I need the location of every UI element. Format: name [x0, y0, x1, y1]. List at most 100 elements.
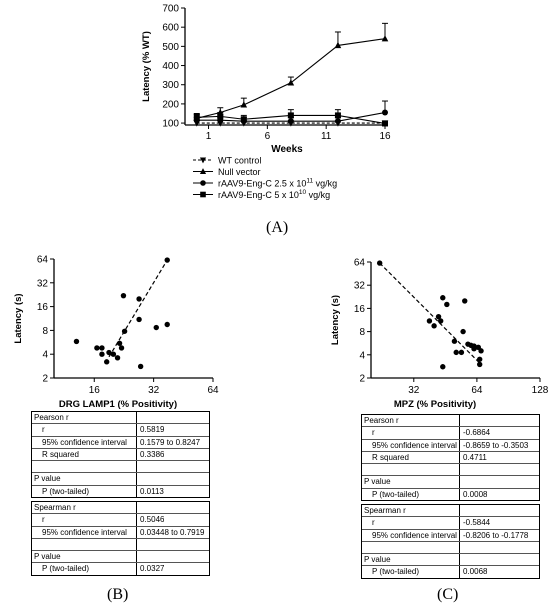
- r-label: r: [32, 514, 137, 526]
- data-point: [287, 112, 294, 119]
- scatter-point: [426, 318, 433, 324]
- scatter-point: [94, 345, 100, 351]
- series-line: [196, 38, 386, 119]
- scatter-point: [471, 345, 477, 352]
- scatter-point: [73, 338, 80, 345]
- p-title: P value: [32, 473, 137, 485]
- data-point: [334, 118, 341, 125]
- scatter-point: [476, 361, 483, 368]
- ci-label: 95% confidence interval: [32, 526, 137, 538]
- y-tick-label: 400: [162, 61, 179, 72]
- r-value: -0.5844: [463, 518, 491, 528]
- legend-label: WT control: [218, 156, 261, 166]
- data-point: [334, 41, 342, 49]
- series-line: [196, 114, 386, 125]
- scatter-point: [99, 345, 105, 351]
- r-value: 0.5819: [140, 425, 165, 435]
- p-title: P value: [362, 476, 460, 488]
- scatter-point: [476, 356, 483, 362]
- y-tick-label: 16: [37, 302, 49, 313]
- y-tick-label: 32: [354, 281, 366, 292]
- y-tick-label: 4: [359, 350, 365, 361]
- scatter-point: [458, 349, 465, 356]
- spearman-title: Spearman r: [362, 505, 460, 517]
- data-point: [217, 113, 224, 120]
- x-tick-label: 32: [408, 385, 420, 396]
- ci-value: -0.8659 to -0.3503: [463, 440, 529, 450]
- spearman-title: Spearman r: [32, 502, 137, 514]
- panel-label-a: (A): [266, 219, 289, 236]
- y-tick-label: 600: [162, 23, 179, 34]
- y-tick-label: 8: [359, 327, 365, 338]
- rsq-label: R squared: [362, 451, 460, 464]
- scatter-point: [437, 318, 444, 324]
- r-value: -0.6864: [463, 428, 491, 438]
- x-tick-label: 16: [89, 385, 101, 396]
- scatter-point: [440, 364, 446, 370]
- x-axis-title: DRG LAMP1 (% Positivity): [59, 399, 177, 410]
- scatter-point: [103, 359, 110, 365]
- series-line: [196, 111, 386, 122]
- y-axis-title: Latency (s): [330, 295, 341, 345]
- legend-label: Null vector: [218, 167, 261, 177]
- data-point: [334, 112, 341, 119]
- scatter-point: [137, 363, 144, 370]
- ci-label: 95% confidence interval: [362, 439, 460, 451]
- scatter-point: [164, 321, 170, 328]
- scatter-point: [376, 260, 383, 266]
- scatter-point: [164, 257, 170, 263]
- y-tick-label: 16: [354, 304, 366, 315]
- scatter-point: [453, 349, 459, 356]
- scatter-point: [136, 296, 142, 302]
- scatter-point: [110, 351, 117, 357]
- legend-label: rAAV9-Eng-C 5 x 1010 vg/kg: [218, 189, 330, 200]
- ci-value: 0.03448 to 0.7919: [140, 527, 205, 537]
- p-label: P (two-tailed): [362, 488, 460, 501]
- scatter-point: [153, 324, 159, 331]
- p-label: P (two-tailed): [32, 485, 137, 498]
- panel-label-c: (C): [437, 586, 459, 603]
- ci-value: -0.8206 to -0.1778: [463, 530, 529, 540]
- panel-label-b: (B): [107, 586, 129, 603]
- scatter-point: [440, 295, 446, 301]
- chart-c: 2 4 8 16 32 64 32 64 128 MPZ (% Positivity) Latenc…: [330, 258, 549, 411]
- p-value: 0.0327: [140, 564, 165, 574]
- x-tick-label: 128: [532, 385, 549, 396]
- rsq-value: 0.4711: [463, 452, 487, 462]
- y-tick-label: 4: [42, 350, 48, 361]
- r-value: 0.5046: [140, 515, 165, 525]
- y-tick-label: 32: [37, 278, 49, 289]
- spearman-table-c: Spearman r r -0.5844 95% confidence inter…: [361, 504, 540, 579]
- regression-line: [108, 259, 168, 358]
- r-label: r: [362, 517, 460, 529]
- y-tick-label: 700: [162, 4, 179, 15]
- r-label: r: [362, 427, 460, 439]
- legend-label: rAAV9-Eng-C 2.5 x 1011 vg/kg: [218, 178, 337, 189]
- y-tick-label: 2: [42, 374, 48, 385]
- p-label: P (two-tailed): [362, 566, 460, 578]
- pearson-title: Pearson r: [362, 415, 460, 427]
- scatter-point: [118, 345, 125, 351]
- p-value: 0.0113: [140, 486, 164, 496]
- y-tick-label: 300: [162, 80, 179, 91]
- legend-marker: [199, 168, 207, 175]
- legend-marker: [199, 157, 207, 164]
- pearson-title: Pearson r: [32, 412, 137, 424]
- pearson-table-b: Pearson r r 0.5819 95% confidence interva…: [31, 411, 210, 499]
- rsq-label: R squared: [32, 448, 137, 461]
- y-tick-label: 2: [359, 374, 365, 385]
- scatter-point: [451, 338, 458, 344]
- y-tick-label: 500: [162, 42, 179, 53]
- data-point: [193, 114, 200, 121]
- y-axis-title: Latency (s): [13, 293, 24, 343]
- x-tick-label: 1: [206, 131, 212, 142]
- scatter-point: [478, 348, 484, 354]
- spearman-table-b: Spearman r r 0.5046 95% confidence interv…: [31, 501, 210, 576]
- y-tick-label: 200: [162, 99, 179, 110]
- p-title: P value: [362, 554, 460, 566]
- legend-marker: [200, 180, 206, 186]
- data-point: [240, 116, 247, 123]
